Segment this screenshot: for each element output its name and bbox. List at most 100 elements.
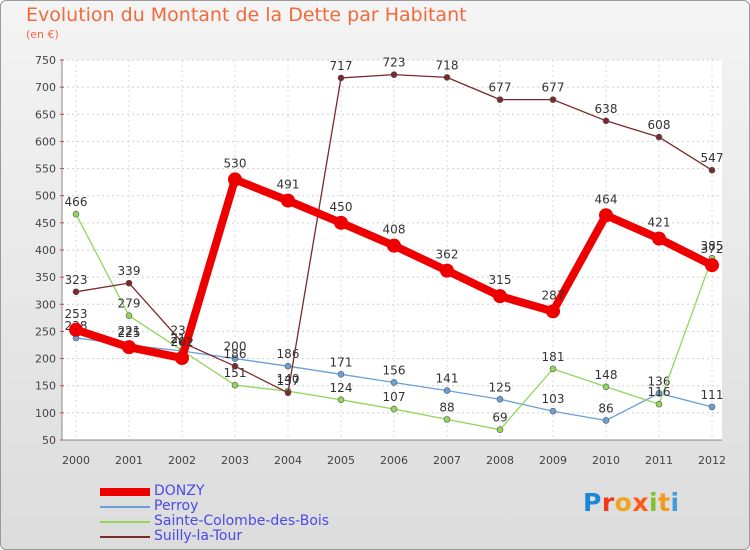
data-label: 421 [648,216,671,230]
data-point [655,400,663,408]
y-tick-label: 550 [35,163,56,176]
data-point [231,381,239,389]
data-label: 125 [489,380,512,394]
x-tick-label: 2011 [645,454,673,467]
data-point [390,379,398,386]
data-point [231,362,239,370]
data-point [284,362,292,370]
data-label: 608 [648,118,671,132]
data-point [493,289,507,304]
legend-label: Perroy [154,498,199,514]
data-point [72,288,80,296]
data-point [231,355,239,362]
data-label: 723 [383,56,406,70]
line-chart: 50 100 150 200 250 300 350 400 450 500 550 600 650 70… [35,54,726,467]
data-label: 253 [65,307,88,321]
data-point [390,405,398,413]
data-label: 201 [171,335,194,349]
data-label: 86 [598,401,613,415]
data-label: 136 [648,374,671,388]
x-tick-label: 2008 [486,454,514,467]
data-label: 116 [648,385,671,399]
data-label: 141 [436,372,459,386]
x-tick-label: 2001 [115,454,143,467]
data-point [125,279,133,287]
x-tick-label: 2005 [327,454,355,467]
data-label: 200 [224,340,247,354]
data-point [599,208,613,223]
data-label: 718 [436,58,459,72]
data-point [284,389,292,397]
data-point [334,215,348,230]
legend-label: Suilly-la-Tour [154,528,243,544]
legend-swatch [100,536,150,538]
data-label: 717 [330,59,353,73]
data-label: 225 [118,326,141,340]
x-tick-label: 2006 [380,454,408,467]
data-point [440,263,454,278]
data-label: 287 [542,288,565,302]
y-tick-label: 200 [35,353,56,366]
legend-swatch [100,506,150,508]
x-tick-label: 2010 [592,454,620,467]
data-point [122,340,136,355]
data-label: 156 [383,363,406,377]
x-tick-label: 2012 [698,454,726,467]
data-label: 466 [65,195,88,209]
data-point [443,74,451,81]
legend-swatch [100,521,150,523]
data-label: 315 [489,273,512,287]
data-label: 408 [383,223,406,237]
data-label: 171 [330,355,353,369]
data-point [443,416,451,423]
y-tick-label: 150 [35,380,56,393]
data-label: 186 [224,347,247,361]
data-point [69,322,83,337]
data-point [708,403,716,411]
x-tick-label: 2002 [168,454,196,467]
chart-unit: (en €) [26,28,59,41]
data-point [125,312,133,319]
data-point [549,407,557,415]
y-tick-label: 300 [35,298,56,311]
y-tick-label: 450 [35,217,56,230]
data-label: 137 [277,374,300,388]
data-point [337,74,345,82]
data-label: 638 [595,102,618,116]
logo-letter: P [583,488,602,517]
x-tick-label: 2003 [221,454,249,467]
x-tick-label: 2009 [539,454,567,467]
y-tick-label: 650 [35,108,56,121]
data-label: 547 [701,151,724,165]
y-tick-label: 350 [35,271,56,284]
data-point [655,133,663,141]
data-label: 186 [277,347,300,361]
logo-letter: t [658,488,671,517]
data-label: 323 [65,273,88,287]
series-perroy: 23822521420018617115614112510386136111 [65,319,723,424]
legend-label: DONZY [154,483,205,499]
data-point [337,371,345,378]
data-label: 385 [701,239,724,253]
data-label: 221 [118,324,141,338]
data-label: 339 [118,264,141,278]
proxiti-logo: Proxiti [583,488,680,517]
data-label: 88 [439,400,454,414]
data-point [602,417,610,424]
data-label: 677 [542,81,565,95]
logo-letter: x [632,488,649,517]
data-label: 181 [542,350,565,364]
y-tick-label: 400 [35,244,56,257]
data-label: 107 [383,390,406,404]
y-tick-label: 700 [35,81,56,94]
data-label: 372 [701,242,724,256]
data-point [652,231,666,246]
data-label: 140 [277,372,300,386]
data-point [390,71,398,78]
y-tick-label: 100 [35,407,56,420]
data-point [228,172,242,187]
data-point [72,210,80,218]
y-tick-label: 600 [35,135,56,148]
x-tick-label: 2004 [274,454,302,467]
